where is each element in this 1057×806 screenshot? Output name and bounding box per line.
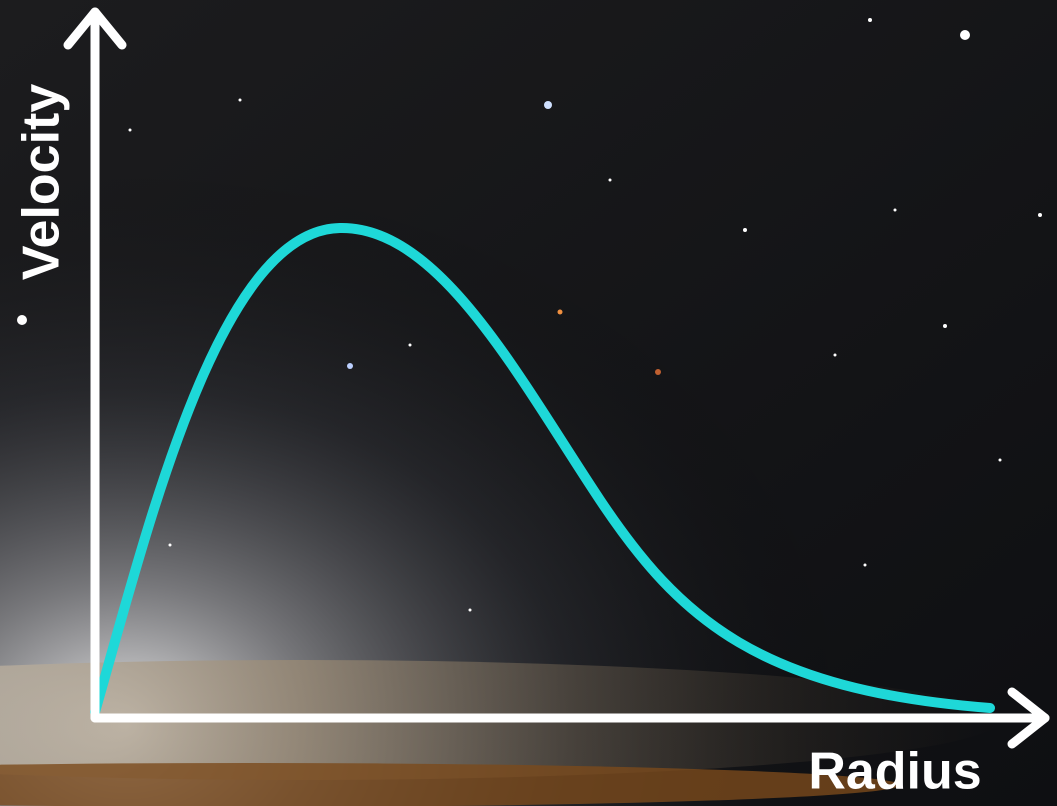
rotation-curve [90, 222, 995, 717]
x-axis-label: Radius [808, 743, 981, 801]
y-axis-label: Velocity [13, 84, 71, 281]
stars [17, 18, 1042, 612]
axes [63, 7, 1050, 749]
dust-lane [0, 763, 900, 806]
